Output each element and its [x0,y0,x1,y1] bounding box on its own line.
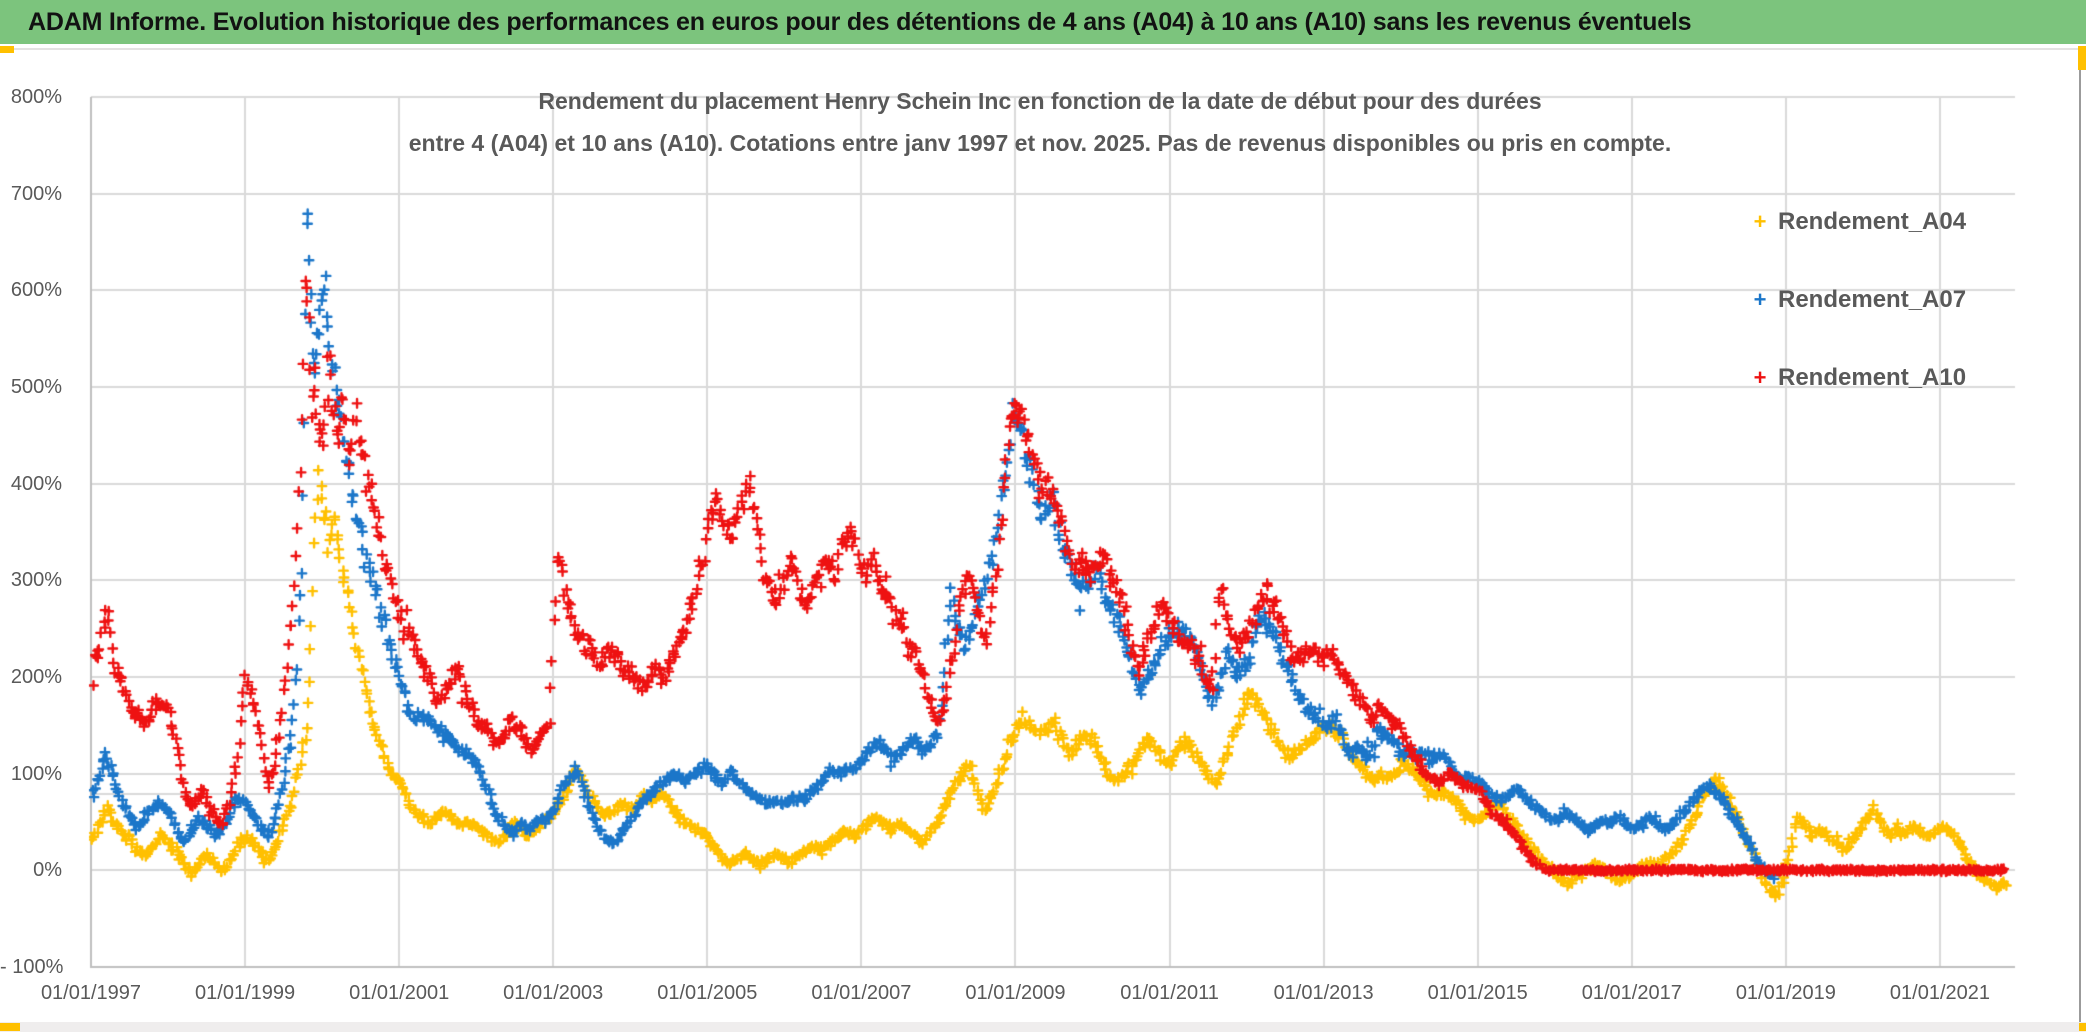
y-tick-label: 0% [33,859,62,882]
x-tick-label: 01/01/1999 [195,982,296,1004]
chart-title-line1: Rendement du placement Henry Schein Inc … [538,88,1542,114]
y-tick-label: - 100% [0,955,64,978]
y-tick-label: 700% [10,182,62,205]
horizontal-scrollbar-thumb[interactable] [0,1023,20,1031]
plus-marker-icon: + [1753,209,1767,234]
x-tick-label: 01/01/2015 [1427,982,1528,1004]
legend-label: Rendement_A07 [1778,286,1967,313]
plus-marker-icon: + [1753,287,1767,312]
horizontal-scrollbar-track [0,1022,2086,1032]
y-tick-label: 800% [10,86,62,108]
plus-marker-icon: + [1753,365,1767,390]
x-tick-label: 01/01/2001 [349,982,450,1004]
chart-title: Rendement du placement Henry Schein Inc … [200,80,1880,164]
legend-item-rendement-a04: + Rendement_A04 [1748,206,1967,238]
x-tick-label: 01/01/2005 [657,982,758,1004]
x-tick-label: 01/01/2009 [965,982,1066,1004]
y-tick-label: 400% [10,472,62,495]
legend-label: Rendement_A04 [1778,208,1967,235]
x-tick-label: 01/01/2013 [1273,982,1374,1004]
y-tick-label: 100% [10,762,62,785]
y-tick-label: 600% [10,279,62,302]
chart-title-line2: entre 4 (A04) et 10 ans (A10). Cotations… [408,130,1672,156]
legend-item-rendement-a07: + Rendement_A07 [1748,284,1967,316]
x-tick-label: 01/01/2021 [1889,982,1990,1004]
bottom-right-accent [2079,1023,2086,1031]
x-tick-label: 01/01/2007 [811,982,912,1004]
y-tick-label: 500% [10,375,62,398]
x-tick-label: 01/01/2003 [503,982,604,1004]
x-tick-label: 01/01/2017 [1581,982,1682,1004]
x-tick-label: 01/01/2019 [1735,982,1836,1004]
x-tick-label: 01/01/2011 [1120,982,1219,1004]
y-tick-label: 300% [10,569,62,592]
x-tick-label: 01/01/1997 [40,982,142,1004]
legend-label: Rendement_A10 [1778,364,1967,391]
y-tick-label: 200% [10,665,62,688]
legend-item-rendement-a10: + Rendement_A10 [1748,362,1967,394]
